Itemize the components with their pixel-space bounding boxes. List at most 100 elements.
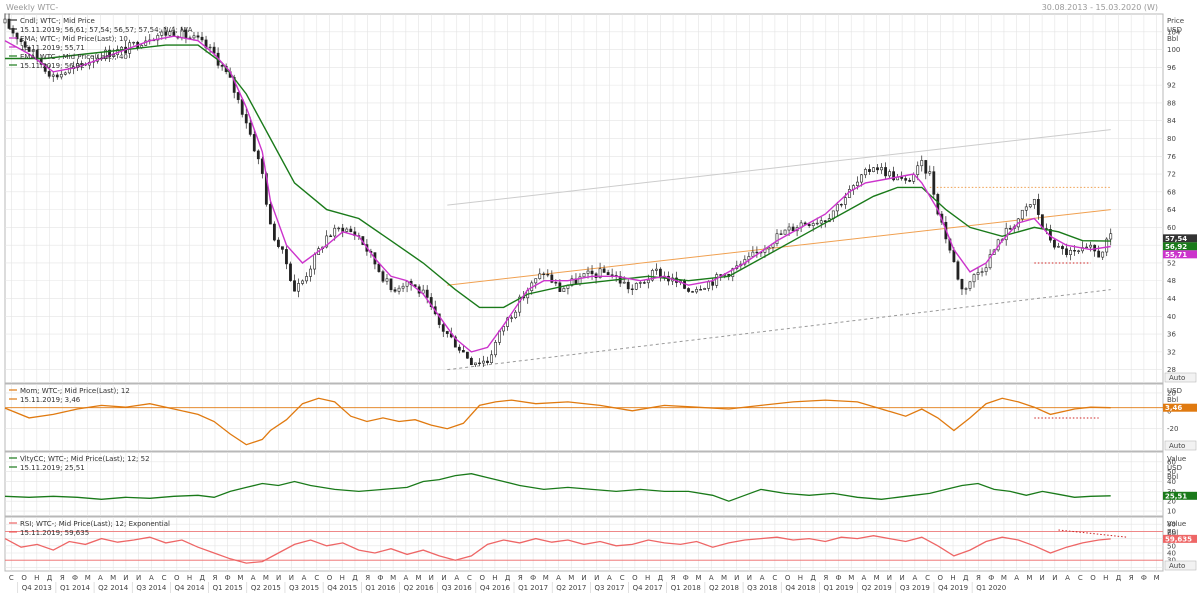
candle-body (1036, 199, 1040, 215)
x-quarter-label: Q3 2019 (900, 584, 930, 592)
candle-body (626, 281, 630, 290)
candle-body (429, 297, 433, 308)
candle-body (393, 289, 397, 292)
y-tick-label: 60 (1167, 224, 1176, 232)
x-month-label: А (1014, 574, 1019, 582)
candle-body (916, 165, 920, 175)
x-month-label: М (1026, 574, 1032, 582)
candle-body (860, 174, 863, 183)
x-month-label: М (390, 574, 396, 582)
axis-unit-label: USD (1167, 26, 1182, 34)
candle-body (542, 273, 546, 275)
series-line (4, 397, 1111, 446)
candle-body (43, 64, 47, 72)
panel-price: 2832364044485256606468727680848892961001… (3, 13, 1197, 384)
trend-line (1058, 529, 1127, 538)
x-quarter-label: Q4 2013 (22, 584, 52, 592)
y-tick-label: 40 (1167, 478, 1176, 486)
x-month-label: А (556, 574, 561, 582)
x-month-label: М (696, 574, 702, 582)
candle-body (654, 268, 658, 271)
candle-body (401, 285, 405, 289)
candle-body (1073, 250, 1076, 252)
x-month-label: С (9, 574, 14, 582)
candle-body (381, 271, 385, 282)
x-quarter-label: Q4 2016 (480, 584, 511, 592)
x-month-label: Я (60, 574, 65, 582)
x-month-label: М (237, 574, 243, 582)
x-month-label: А (1065, 574, 1070, 582)
y-tick-label: 104 (1167, 28, 1181, 36)
candle-body (337, 227, 341, 230)
x-month-label: Н (34, 574, 39, 582)
candle-body (767, 247, 771, 250)
y-tick-label: 92 (1167, 82, 1176, 90)
candle-body (1057, 246, 1060, 248)
x-quarter-label: Q4 2017 (633, 584, 663, 592)
axis-unit-label: Price (1167, 17, 1184, 25)
candle-body (494, 342, 497, 356)
candle-body (888, 171, 891, 177)
x-month-label: А (302, 574, 307, 582)
candle-body (453, 336, 457, 348)
series-line (4, 535, 1111, 564)
y-tick-label: 44 (1167, 295, 1176, 303)
candle-body (610, 274, 614, 276)
x-month-label: Ф (1141, 574, 1147, 582)
candle-body (325, 235, 329, 248)
candle-body (313, 254, 317, 270)
legend-entry: 15.11.2019; 56,61; 57,54; 56,57; 57,54; … (20, 26, 193, 34)
legend-entry: RSI; WTC-; Mid Price(Last); 12; Exponent… (20, 520, 170, 528)
candle-body (819, 220, 823, 224)
x-month-label: О (479, 574, 485, 582)
candle-body (457, 346, 461, 351)
candle-body (132, 41, 136, 44)
x-month-label: Ф (683, 574, 689, 582)
trend-line (447, 209, 1111, 286)
candle-body (1101, 251, 1105, 258)
candle-body (248, 122, 252, 135)
x-month-label: Н (492, 574, 497, 582)
candle-body (244, 114, 248, 124)
x-month-label: Ф (835, 574, 841, 582)
y-tick-label: 20 (1167, 498, 1176, 506)
x-month-label: М (721, 574, 727, 582)
candle-body (956, 261, 960, 280)
candle-body (461, 350, 465, 353)
candle-body (514, 311, 518, 319)
y-tick-label: 96 (1167, 64, 1176, 72)
candle-body (1105, 238, 1109, 253)
candle-body (779, 233, 783, 235)
candle-body (441, 324, 445, 332)
y-tick-label: 10 (1167, 508, 1176, 516)
candle-body (807, 223, 811, 226)
candle-body (900, 176, 904, 179)
candle-body (212, 46, 216, 54)
candle-body (884, 167, 887, 177)
x-quarter-label: Q2 2014 (98, 584, 129, 592)
candle-body (285, 249, 288, 265)
trend-line (447, 129, 1111, 206)
candle-body (277, 239, 280, 247)
ema40-line (5, 44, 1111, 309)
candle-body (1008, 228, 1012, 230)
x-month-label: Н (1103, 574, 1108, 582)
last-value-badge (1163, 491, 1197, 500)
candle-body (445, 331, 449, 334)
candle-body (755, 251, 759, 254)
candle-body (156, 35, 160, 41)
last-value-text: 57,54 (1165, 235, 1187, 243)
x-month-label: Н (340, 574, 345, 582)
candle-body (1089, 244, 1093, 248)
x-month-label: Н (798, 574, 803, 582)
y-tick-label: 28 (1167, 366, 1176, 374)
candle-body (622, 281, 626, 284)
candle-body (1028, 204, 1032, 208)
x-month-label: С (620, 574, 625, 582)
candle-body (470, 357, 473, 366)
candle-body (638, 282, 642, 284)
legend-entry: 15.11.2019; 25,51 (20, 464, 85, 472)
candle-body (546, 273, 550, 276)
candle-body (1020, 209, 1024, 220)
